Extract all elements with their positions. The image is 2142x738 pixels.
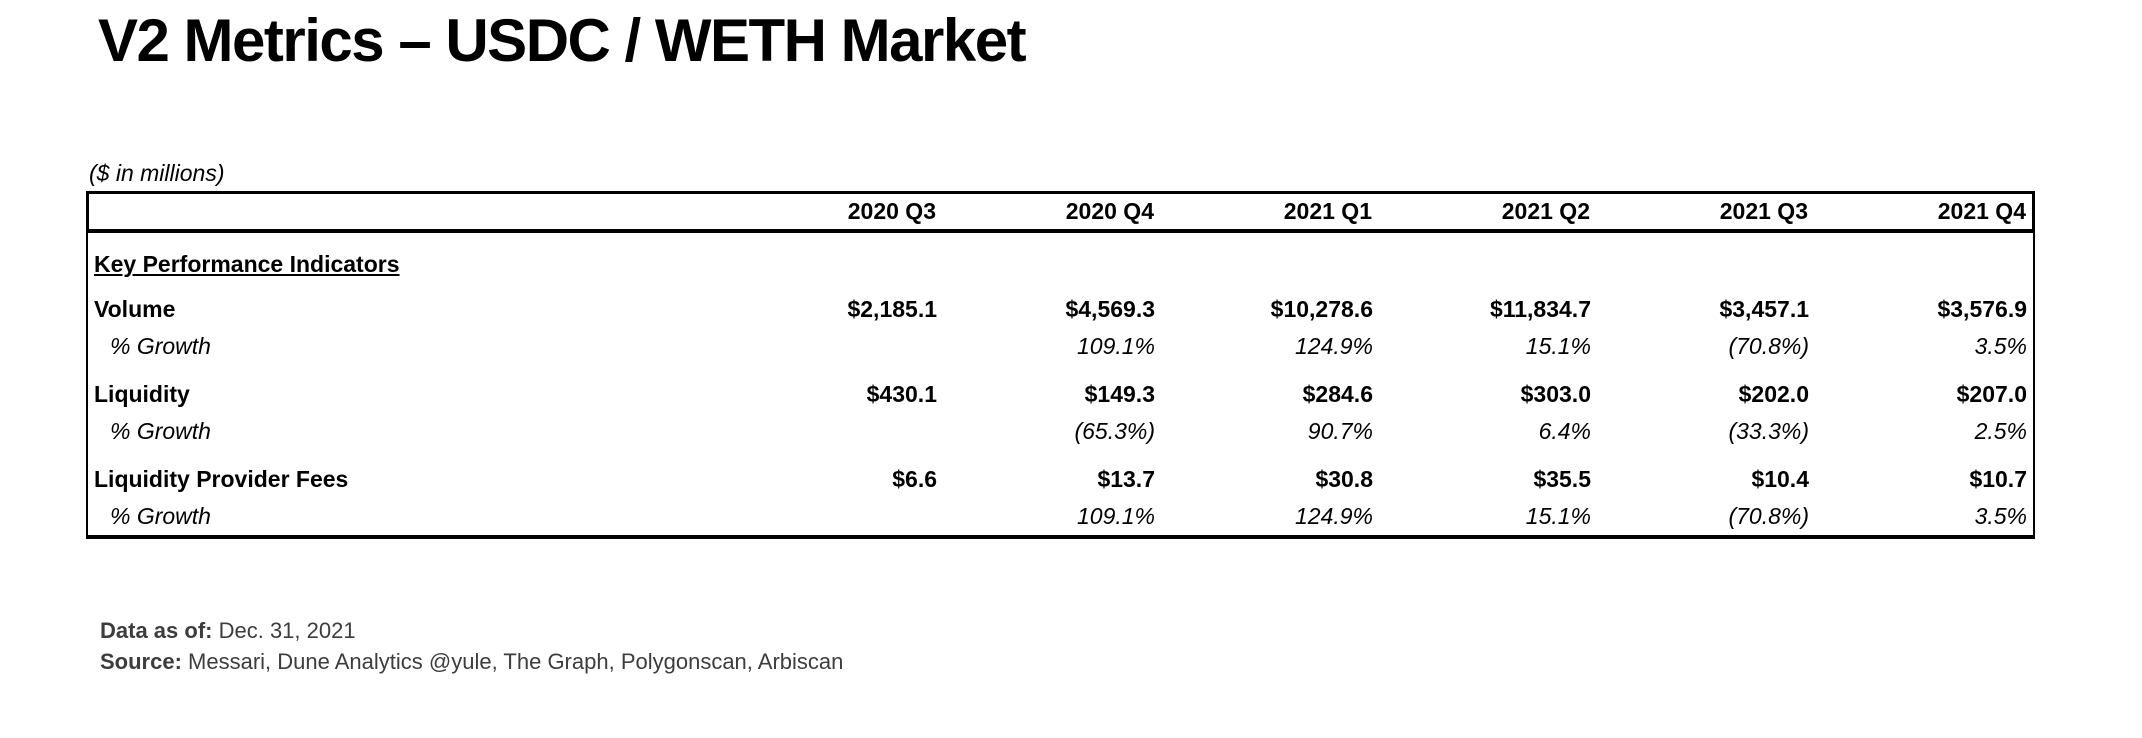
page-title: V2 Metrics – USDC / WETH Market	[98, 7, 1027, 74]
growth-value: 109.1%	[1076, 333, 1155, 359]
growth-value: 2.5%	[1974, 418, 2027, 444]
table-row-volume: Volume $2,185.1 $4,569.3 $10,278.6 $11,8…	[88, 291, 2033, 328]
table-row-liquidity-growth: % Growth (65.3%) 90.7% 6.4% (33.3%) 2.5%	[88, 413, 2033, 450]
metric-value: $6.6	[892, 466, 937, 492]
metric-value: $284.6	[1302, 381, 1373, 407]
table-row-volume-growth: % Growth 109.1% 124.9% 15.1% (70.8%) 3.5…	[88, 328, 2033, 365]
growth-label: % Growth	[110, 333, 211, 359]
growth-value: 3.5%	[1974, 333, 2027, 359]
metric-value: $3,576.9	[1937, 296, 2027, 322]
growth-value: (65.3%)	[1074, 418, 1155, 444]
column-header-2021-q4: 2021 Q4	[1937, 198, 2026, 224]
metric-value: $10.7	[1969, 466, 2027, 492]
table-row-liquidity: Liquidity $430.1 $149.3 $284.6 $303.0 $2…	[88, 376, 2033, 413]
metric-value: $4,569.3	[1065, 296, 1155, 322]
data-as-of-value: Dec. 31, 2021	[212, 618, 356, 643]
metric-value: $11,834.7	[1489, 296, 1591, 322]
metrics-table: 2020 Q3 2020 Q4 2021 Q1 2021 Q2 2021 Q3 …	[86, 191, 2035, 539]
column-header-2020-q4: 2020 Q4	[1065, 198, 1154, 224]
metric-label: Volume	[94, 296, 176, 322]
metric-value: $2,185.1	[847, 296, 937, 322]
growth-value: (33.3%)	[1728, 418, 1809, 444]
column-header-2021-q1: 2021 Q1	[1283, 198, 1372, 224]
growth-value: 109.1%	[1076, 503, 1155, 529]
metric-value: $10.4	[1751, 466, 1809, 492]
growth-value: (70.8%)	[1728, 503, 1809, 529]
growth-label: % Growth	[110, 418, 211, 444]
growth-value: 15.1%	[1525, 503, 1591, 529]
growth-value: (70.8%)	[1728, 333, 1809, 359]
metric-value: $10,278.6	[1270, 296, 1373, 322]
growth-value: 90.7%	[1307, 418, 1373, 444]
metric-value: $3,457.1	[1719, 296, 1809, 322]
metric-value: $30.8	[1315, 466, 1373, 492]
table-row-liquidity-provider-fees: Liquidity Provider Fees $6.6 $13.7 $30.8…	[88, 461, 2033, 498]
metric-value: $430.1	[866, 381, 937, 407]
data-as-of-label: Data as of:	[100, 618, 213, 643]
column-header-2020-q3: 2020 Q3	[847, 198, 936, 224]
growth-value: 3.5%	[1974, 503, 2027, 529]
growth-value: 124.9%	[1294, 503, 1373, 529]
metric-label: Liquidity	[94, 381, 190, 407]
metric-value: $13.7	[1097, 466, 1155, 492]
section-header-row: Key Performance Indicators	[88, 233, 2033, 283]
metric-value: $149.3	[1084, 381, 1155, 407]
units-note: ($ in millions)	[89, 160, 225, 186]
table-body: Key Performance Indicators Volume $2,185…	[86, 233, 2035, 539]
growth-label: % Growth	[110, 503, 211, 529]
growth-value: 6.4%	[1538, 418, 1591, 444]
column-header-2021-q3: 2021 Q3	[1719, 198, 1808, 224]
metric-value: $207.0	[1956, 381, 2027, 407]
section-header-label: Key Performance Indicators	[94, 251, 400, 277]
metric-value: $303.0	[1520, 381, 1591, 407]
growth-value: 124.9%	[1294, 333, 1373, 359]
growth-value: 15.1%	[1525, 333, 1591, 359]
metric-label: Liquidity Provider Fees	[94, 466, 349, 492]
metric-value: $35.5	[1533, 466, 1591, 492]
data-as-of-line: Data as of: Dec. 31, 2021	[100, 615, 843, 646]
footer-notes: Data as of: Dec. 31, 2021 Source: Messar…	[100, 615, 843, 677]
table-row-liquidity-provider-fees-growth: % Growth 109.1% 124.9% 15.1% (70.8%) 3.5…	[88, 498, 2033, 535]
table-header-row: 2020 Q3 2020 Q4 2021 Q1 2021 Q2 2021 Q3 …	[86, 191, 2035, 233]
source-line: Source: Messari, Dune Analytics @yule, T…	[100, 646, 843, 677]
metric-value: $202.0	[1738, 381, 1809, 407]
column-header-2021-q2: 2021 Q2	[1501, 198, 1590, 224]
source-value: Messari, Dune Analytics @yule, The Graph…	[181, 649, 844, 674]
source-label: Source:	[100, 649, 182, 674]
